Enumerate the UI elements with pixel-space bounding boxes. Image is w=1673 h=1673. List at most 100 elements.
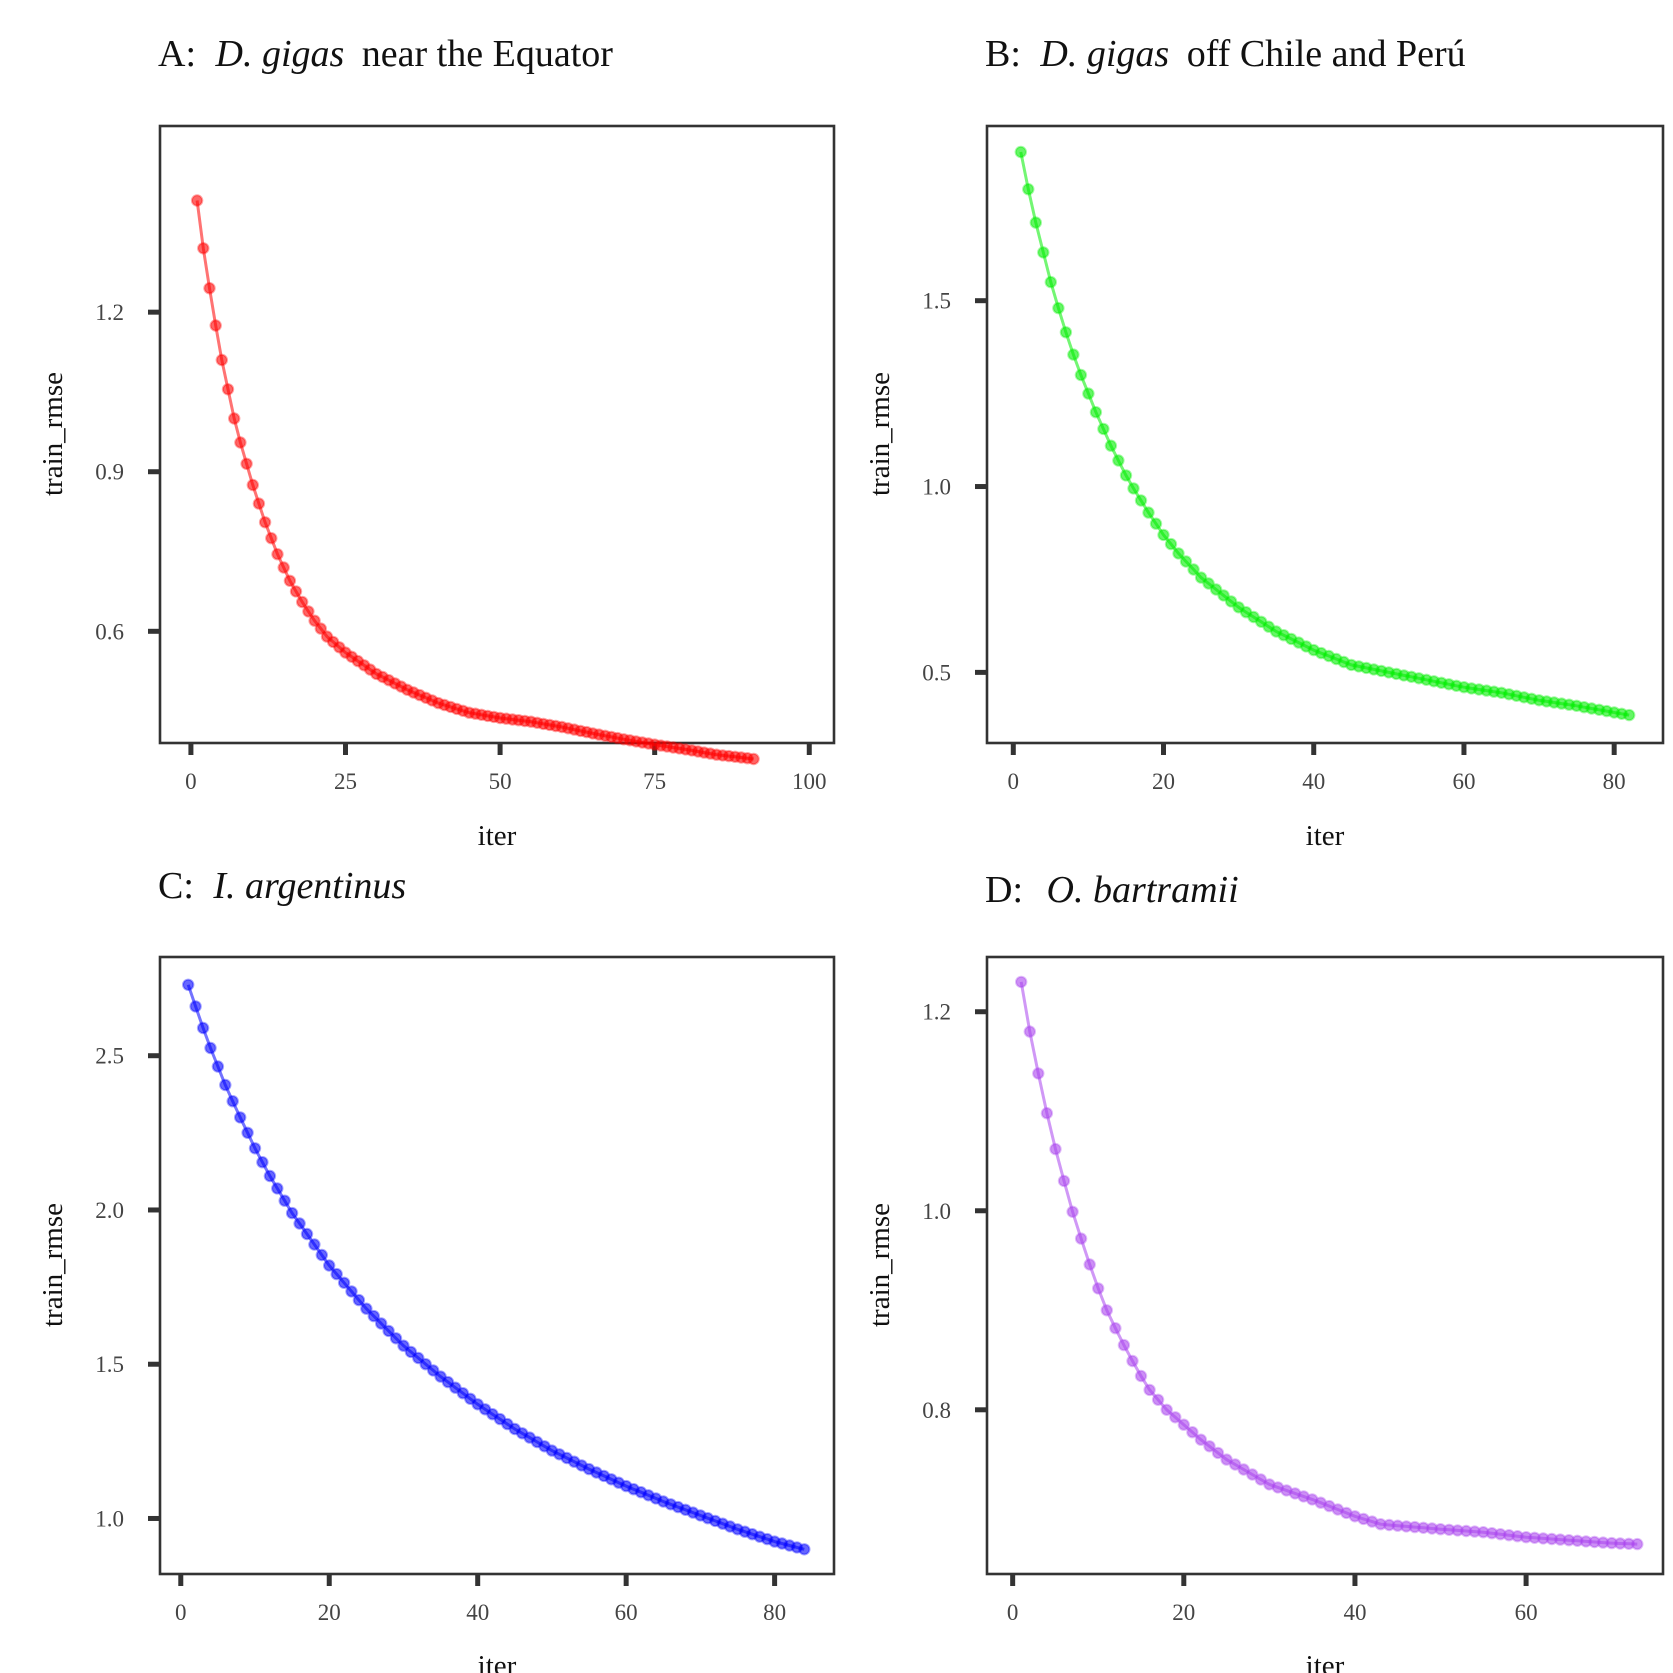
- panel-b-xlabel: iter: [1306, 820, 1345, 852]
- panel-c-data-point: [248, 1142, 262, 1155]
- panel-c-data-point: [285, 1206, 299, 1220]
- panel-b-data-point: [1029, 216, 1043, 229]
- panel-d-data-point: [1074, 1232, 1088, 1245]
- panel-d-series: [1015, 975, 1644, 1551]
- panel-c-data-point: [360, 1302, 373, 1315]
- panel-c-data-point: [412, 1351, 425, 1365]
- panel-d-species: O. bartramii: [1047, 869, 1239, 911]
- panel-a-data-point: [271, 548, 284, 561]
- panel-d-data-point: [1066, 1205, 1079, 1219]
- panel-a-x-tick-label: 25: [334, 769, 357, 794]
- panel-a-title: A: D. gigas near the Equator: [158, 33, 613, 75]
- panel-c-x-tick-label: 20: [318, 1600, 341, 1625]
- panel-a-data-point: [258, 516, 272, 529]
- panel-a-data-point: [203, 282, 216, 295]
- panel-d-data-point: [1057, 1174, 1071, 1188]
- panel-b-data-point: [1022, 183, 1035, 196]
- panel-a-data-point: [283, 574, 297, 587]
- panel-d-x-tick-label: 40: [1343, 1600, 1366, 1625]
- panel-d-xlabel: iter: [1306, 1650, 1345, 1673]
- panel-c-data-point: [471, 1398, 484, 1411]
- panel-b-letter: B:: [985, 33, 1021, 75]
- panel-c-y-tick-label: 2.5: [95, 1044, 124, 1069]
- panel-a-data-point: [277, 561, 290, 574]
- panel-b-species: D. gigas: [1039, 33, 1169, 75]
- panel-b-data-point: [1142, 506, 1155, 519]
- panel-c-data-point: [211, 1060, 225, 1073]
- panel-b-x-tick-label: 40: [1302, 769, 1325, 794]
- panel-a-ylabel: train_rmse: [37, 372, 69, 496]
- panel-c-data-point: [456, 1387, 470, 1400]
- panel-d-data-point: [1100, 1304, 1114, 1317]
- panel-b-x-ticks: 0 20 40 60 80: [1008, 743, 1626, 794]
- panel-c-data-point: [315, 1248, 328, 1262]
- panel-b-data-point: [1157, 528, 1170, 542]
- panel-c-data-point: [204, 1041, 217, 1055]
- panel-a-data-point: [234, 436, 247, 449]
- panel-b-data-point: [1074, 368, 1088, 382]
- panel-d-data-point: [1211, 1446, 1225, 1460]
- panel-a-data-point: [314, 622, 327, 635]
- panel-d-data-point: [1246, 1468, 1259, 1481]
- panel-c-y-tick-label: 2.0: [95, 1198, 124, 1223]
- panel-d-data-point: [1194, 1433, 1208, 1446]
- panel-b-x-tick-label: 20: [1152, 769, 1175, 794]
- panel-d-data-point: [1049, 1142, 1062, 1156]
- panel-a-data-point: [209, 319, 222, 332]
- panel-c-letter: C:: [158, 865, 194, 907]
- panel-a-data-point: [197, 242, 210, 255]
- panel-c-data-point: [501, 1417, 514, 1431]
- panel-d-series-line: [1019, 981, 1638, 1546]
- panel-a-data-point: [215, 353, 229, 367]
- panel-b-data-point: [1014, 145, 1027, 159]
- panel-b-data-point: [1172, 547, 1185, 560]
- panel-b-data-point: [1179, 555, 1193, 568]
- panel-d-data-point: [1143, 1383, 1156, 1397]
- panel-c-title: C: I. argentinus: [158, 865, 406, 907]
- panel-d-y-tick-label: 0.8: [922, 1398, 951, 1423]
- panel-d-data-point: [1186, 1426, 1199, 1439]
- panel-b-data-point: [1082, 387, 1095, 400]
- panel-d-data-point: [1220, 1453, 1233, 1466]
- panel-a-x-tick-label: 75: [643, 769, 666, 794]
- panel-d-data-point: [1134, 1369, 1148, 1383]
- panel-d: D: O. bartramii 0 20 40 60 0.8 1.0 1.2 iter t…: [864, 869, 1665, 1673]
- panel-b-data-point: [1059, 326, 1073, 339]
- panel-d-ylabel: train_rmse: [864, 1203, 896, 1327]
- panel-b-data-point: [1127, 482, 1140, 495]
- panel-c-species: I. argentinus: [212, 865, 406, 907]
- panel-c-data-point: [256, 1156, 269, 1169]
- panel-b-data-point: [1194, 571, 1208, 584]
- panel-c-data-point: [330, 1267, 343, 1281]
- panel-a-x-tick-label: 100: [792, 769, 827, 794]
- panel-b-data-point: [1224, 595, 1238, 608]
- panel-d-y-tick-label: 1.2: [922, 1000, 951, 1025]
- panel-c-data-point: [189, 1000, 202, 1013]
- panel-c-data-point: [389, 1332, 403, 1345]
- panel-c-x-tick-label: 80: [763, 1600, 786, 1625]
- panel-d-data-point: [1631, 1537, 1644, 1551]
- panel-b: B: D. gigas off Chile and Perú 0 20 40 60 80…: [864, 33, 1665, 852]
- panel-c-data-point: [375, 1317, 388, 1330]
- panel-a-data-point: [302, 605, 315, 618]
- panel-a-y-tick-label: 0.9: [95, 460, 124, 485]
- panel-c-ylabel: train_rmse: [37, 1203, 69, 1327]
- panel-d-x-tick-label: 60: [1515, 1600, 1538, 1625]
- panel-b-data-point: [1104, 439, 1118, 452]
- panel-b-data-point: [1217, 589, 1230, 602]
- panel-a-xlabel: iter: [478, 820, 517, 852]
- panel-b-data-point: [1209, 583, 1223, 596]
- panel-c-y-tick-label: 1.0: [95, 1506, 124, 1531]
- panel-d-letter: D:: [985, 869, 1023, 911]
- panel-c-data-point: [308, 1238, 321, 1251]
- panel-c-data-point: [419, 1358, 432, 1371]
- panel-a-data-point: [246, 478, 260, 492]
- panel-c-data-point: [345, 1285, 358, 1298]
- panel-d-data-point: [1169, 1411, 1182, 1424]
- panel-d-data-point: [1040, 1107, 1054, 1120]
- panel-d-data-point: [1151, 1393, 1165, 1407]
- panel-b-data-point: [1134, 494, 1148, 507]
- panel-a-data-point: [221, 383, 235, 396]
- panel-a-plot-frame: [158, 124, 836, 745]
- panel-c-data-point: [263, 1169, 277, 1183]
